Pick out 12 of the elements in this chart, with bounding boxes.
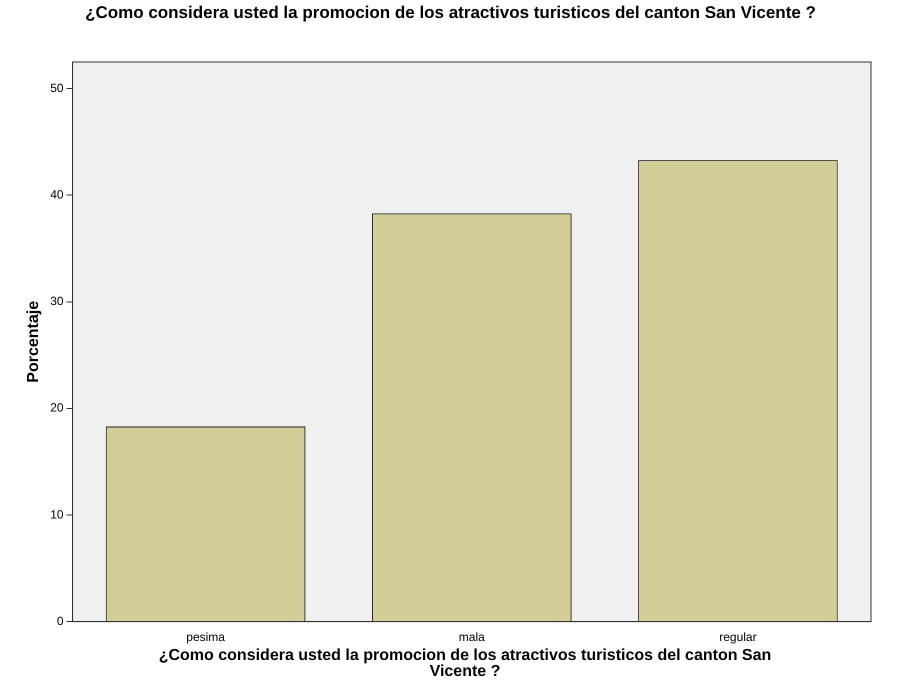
y-tick-label: 30 xyxy=(50,294,64,308)
y-tick-label: 50 xyxy=(50,80,64,95)
y-tick-label: 0 xyxy=(56,614,64,628)
x-tick-label: pesima xyxy=(186,630,226,644)
chart-title: ¿Como considera usted la promocion de los atractivos turisticos del canton San Vicente ? xyxy=(84,3,817,24)
x-tick-label: regular xyxy=(719,630,757,644)
y-tick-label: 40 xyxy=(50,188,64,202)
y-tick-label: 10 xyxy=(50,507,64,522)
y-tick-label: 20 xyxy=(50,400,64,415)
x-axis-title: ¿Como considera usted la promocion de los atractivos turisticos del canton San Vicente ? xyxy=(158,647,772,680)
x-tick-label: mala xyxy=(458,630,486,644)
y-axis-title: Porcentaje xyxy=(25,300,42,383)
